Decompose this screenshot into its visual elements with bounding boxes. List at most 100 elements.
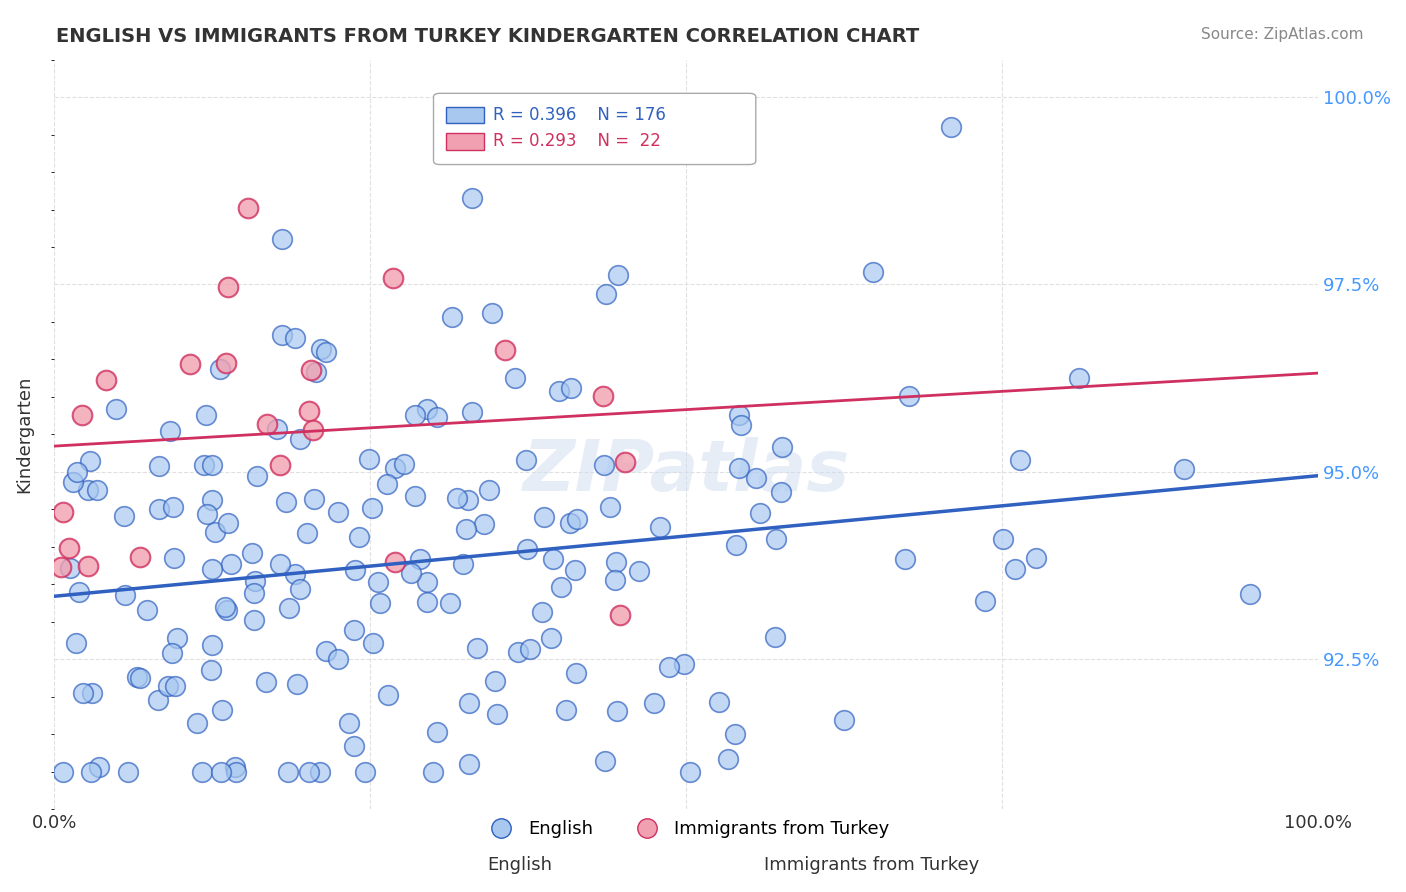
- Point: [148, 501, 170, 516]
- Point: [148, 458, 170, 473]
- Point: [271, 327, 294, 342]
- Point: [195, 508, 218, 522]
- Point: [457, 492, 479, 507]
- Point: [284, 567, 307, 582]
- Point: [269, 458, 291, 472]
- Point: [285, 677, 308, 691]
- Point: [72, 686, 94, 700]
- Point: [288, 582, 311, 596]
- Point: [274, 495, 297, 509]
- Point: [359, 451, 381, 466]
- Point: [454, 522, 477, 536]
- Point: [377, 688, 399, 702]
- Point: [1069, 370, 1091, 384]
- Point: [416, 595, 439, 609]
- Point: [284, 331, 307, 345]
- Point: [254, 674, 277, 689]
- Point: [503, 371, 526, 385]
- Point: [219, 558, 242, 572]
- Point: [298, 403, 321, 417]
- Point: [724, 727, 747, 741]
- Point: [599, 500, 621, 515]
- Point: [1239, 587, 1261, 601]
- Point: [408, 552, 430, 566]
- Point: [973, 594, 995, 608]
- Point: [606, 704, 628, 718]
- Text: English: English: [488, 855, 553, 873]
- Point: [96, 373, 118, 387]
- Point: [415, 574, 437, 589]
- Text: Source: ZipAtlas.com: Source: ZipAtlas.com: [1201, 27, 1364, 42]
- Point: [309, 342, 332, 356]
- Point: [717, 752, 740, 766]
- Point: [298, 764, 321, 779]
- Point: [939, 120, 962, 135]
- Point: [679, 764, 702, 779]
- Point: [256, 417, 278, 432]
- Point: [898, 389, 921, 403]
- Point: [770, 440, 793, 454]
- Point: [605, 556, 627, 570]
- Point: [541, 552, 564, 566]
- Point: [484, 673, 506, 688]
- Point: [129, 671, 152, 685]
- Point: [337, 715, 360, 730]
- Point: [160, 646, 183, 660]
- Point: [748, 506, 770, 520]
- Point: [607, 268, 630, 282]
- Point: [745, 471, 768, 485]
- Point: [186, 715, 208, 730]
- Point: [104, 401, 127, 416]
- Point: [65, 636, 87, 650]
- Point: [368, 596, 391, 610]
- Point: [1173, 461, 1195, 475]
- Point: [179, 357, 201, 371]
- Point: [211, 703, 233, 717]
- Point: [266, 422, 288, 436]
- Point: [163, 551, 186, 566]
- Text: R = 0.293    N =  22: R = 0.293 N = 22: [494, 132, 661, 150]
- Point: [728, 409, 751, 423]
- Point: [159, 424, 181, 438]
- Point: [315, 643, 337, 657]
- Point: [1025, 551, 1047, 566]
- Point: [201, 458, 224, 472]
- Point: [426, 724, 449, 739]
- Point: [478, 483, 501, 498]
- Point: [1008, 452, 1031, 467]
- Point: [446, 491, 468, 505]
- Point: [245, 574, 267, 589]
- Point: [166, 632, 188, 646]
- Point: [457, 697, 479, 711]
- Point: [217, 279, 239, 293]
- Point: [627, 564, 650, 578]
- Point: [49, 560, 72, 574]
- Point: [441, 310, 464, 325]
- Point: [125, 670, 148, 684]
- Point: [862, 265, 884, 279]
- Point: [62, 475, 84, 489]
- Point: [277, 764, 299, 779]
- Point: [609, 608, 631, 623]
- Text: Immigrants from Turkey: Immigrants from Turkey: [763, 855, 980, 873]
- Point: [52, 764, 75, 779]
- Point: [326, 504, 349, 518]
- Point: [304, 491, 326, 506]
- Point: [243, 613, 266, 627]
- Point: [204, 524, 226, 539]
- Point: [201, 638, 224, 652]
- Point: [361, 500, 384, 515]
- Point: [156, 679, 179, 693]
- Point: [658, 659, 681, 673]
- Point: [214, 599, 236, 614]
- Point: [558, 516, 581, 530]
- Point: [832, 713, 855, 727]
- Point: [724, 538, 747, 552]
- Point: [209, 362, 232, 376]
- Point: [707, 695, 730, 709]
- Point: [763, 630, 786, 644]
- Bar: [446, 133, 484, 150]
- Point: [361, 635, 384, 649]
- Point: [243, 586, 266, 600]
- Point: [550, 580, 572, 594]
